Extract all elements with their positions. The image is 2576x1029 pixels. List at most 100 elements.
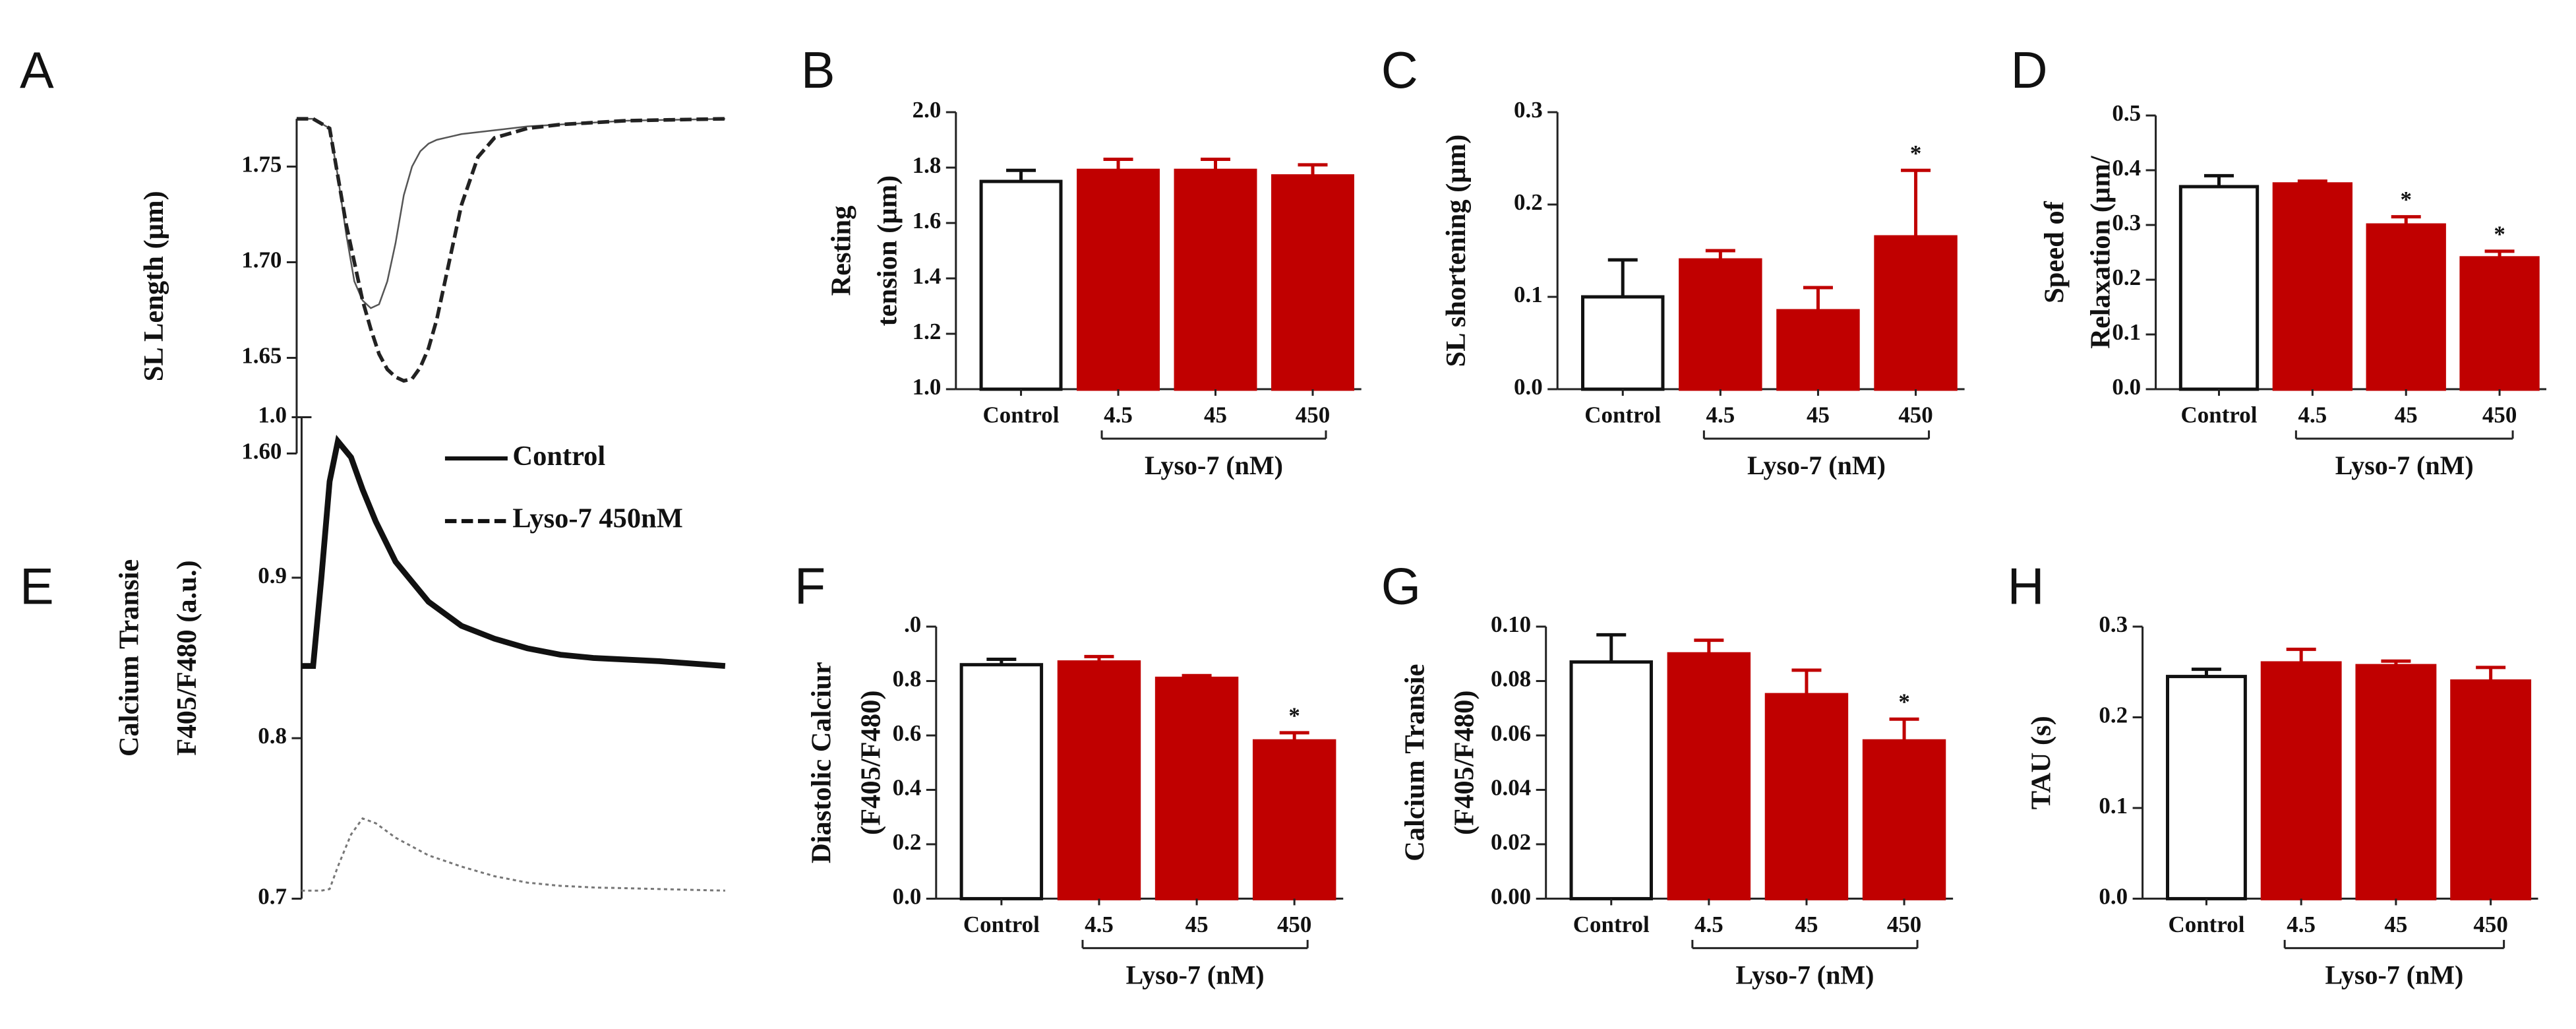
y-tick-label: 1.65 xyxy=(241,343,282,369)
bar xyxy=(1252,739,1336,900)
y-tick-label: 1.0 xyxy=(913,374,942,400)
y-tick-label: 0.02 xyxy=(1491,829,1531,855)
bar xyxy=(1154,676,1239,900)
y-tick-label: 0.8 xyxy=(258,723,287,749)
panel-letter: B xyxy=(801,42,835,99)
series-line xyxy=(301,817,725,892)
y-tick-label: 0.2 xyxy=(1514,189,1543,215)
y-tick-label: 0.1 xyxy=(2112,319,2141,345)
bar xyxy=(1776,309,1860,391)
significance-mark: * xyxy=(1288,702,1300,728)
x-tick-label: 45 xyxy=(1204,402,1227,428)
x-tick-label: 4.5 xyxy=(1104,402,1133,428)
bar xyxy=(1764,693,1849,900)
panel-letter: D xyxy=(2011,42,2048,99)
y-tick-label: 0.3 xyxy=(2099,611,2128,637)
y-tick-label: 0.4 xyxy=(893,774,922,800)
y-tick-label: 0.06 xyxy=(1491,720,1531,746)
significance-mark: * xyxy=(1910,140,1921,166)
x-axis-label: Lyso-7 (nM) xyxy=(2325,960,2463,990)
y-tick-label: 1.0 xyxy=(258,402,287,428)
y-tick-label: 0.2 xyxy=(2099,702,2128,728)
y-tick-label: 1.2 xyxy=(913,319,942,344)
x-axis-label: Lyso-7 (nM) xyxy=(1747,451,1886,480)
legend-label: Lyso-7 450nM xyxy=(512,503,682,534)
x-tick-label: 4.5 xyxy=(2287,912,2316,937)
y-axis-label: Calcium Transie xyxy=(114,559,145,757)
bar xyxy=(1271,174,1354,391)
x-tick-label: Control xyxy=(1584,402,1661,428)
y-tick-label: 1.8 xyxy=(913,152,942,178)
series-line xyxy=(296,117,725,309)
y-tick-label: 0.6 xyxy=(893,720,922,746)
x-tick-label: Control xyxy=(2168,912,2244,937)
significance-mark: * xyxy=(2400,187,2412,212)
bar xyxy=(2260,661,2342,900)
y-axis-label: (F405/F480) xyxy=(1449,690,1480,834)
y-tick-label: 1.60 xyxy=(241,439,282,464)
y-tick-label: 0.2 xyxy=(893,829,922,855)
panel-letter: F xyxy=(794,558,825,615)
y-tick-label: 0.0 xyxy=(1514,374,1543,400)
y-tick-label: 0.3 xyxy=(2112,210,2141,235)
significance-mark: * xyxy=(1898,689,1910,715)
y-tick-label: 1.4 xyxy=(913,263,942,289)
y-axis-label: TAU (s) xyxy=(2025,716,2056,809)
y-tick-label: 0.04 xyxy=(1491,774,1531,800)
x-axis-label: Lyso-7 (nM) xyxy=(1736,960,1874,990)
x-tick-label: 450 xyxy=(1887,912,1921,937)
y-tick-label: 0.08 xyxy=(1491,666,1531,691)
bar xyxy=(1174,168,1257,391)
panel-letter: A xyxy=(20,42,54,99)
y-axis-label: SL Length (µm) xyxy=(138,191,169,381)
bar xyxy=(1862,739,1946,900)
y-tick-label: 0.00 xyxy=(1491,883,1531,909)
x-axis-label: Lyso-7 (nM) xyxy=(2335,451,2474,480)
x-tick-label: Control xyxy=(983,402,1060,428)
x-tick-label: Control xyxy=(2181,402,2258,428)
x-tick-label: 4.5 xyxy=(1085,912,1114,937)
bar xyxy=(979,179,1063,391)
x-tick-label: 450 xyxy=(1277,912,1311,937)
bar xyxy=(1679,258,1762,391)
y-tick-label: 1.70 xyxy=(241,247,282,273)
y-tick-label: 0.0 xyxy=(2099,883,2128,909)
x-tick-label: 4.5 xyxy=(1706,402,1735,428)
x-tick-label: Control xyxy=(963,912,1040,937)
y-axis-label: Speed of xyxy=(2039,201,2070,303)
significance-mark: * xyxy=(2494,221,2505,247)
y-tick-label: 0.8 xyxy=(893,666,922,691)
y-axis-label: Resting xyxy=(826,206,857,296)
y-tick-label: 0.0 xyxy=(2112,374,2141,400)
x-tick-label: 450 xyxy=(2482,402,2517,428)
y-tick-label: 0.2 xyxy=(2112,265,2141,290)
bar xyxy=(1667,652,1751,900)
y-axis-label: Calcium Transie xyxy=(1399,664,1430,861)
bar xyxy=(2355,664,2437,900)
series-line xyxy=(296,117,725,383)
panel-letter: H xyxy=(2008,558,2045,615)
bar xyxy=(2166,675,2247,900)
panel-letter: C xyxy=(1381,42,1418,99)
x-axis-label: Lyso-7 (nM) xyxy=(1145,451,1283,480)
y-axis-label: tension (µm) xyxy=(872,175,903,327)
y-tick-label: 2.0 xyxy=(913,97,942,123)
y-tick-label: 0.4 xyxy=(2112,155,2141,181)
bar xyxy=(2459,256,2540,391)
x-tick-label: 45 xyxy=(2384,912,2407,937)
y-axis-label: SL shortening (µm) xyxy=(1441,135,1472,367)
y-axis-label: Diastolic Calciur xyxy=(806,662,837,863)
bar xyxy=(1874,235,1958,391)
x-tick-label: 45 xyxy=(1185,912,1209,937)
y-tick-label: 0.1 xyxy=(1514,282,1543,307)
bar xyxy=(2366,223,2446,391)
x-tick-label: 450 xyxy=(2473,912,2507,937)
x-tick-label: 450 xyxy=(1296,402,1330,428)
x-tick-label: Control xyxy=(1573,912,1650,937)
x-tick-label: 45 xyxy=(1795,912,1818,937)
y-tick-label: 0.1 xyxy=(2099,793,2128,819)
y-tick-label: 0.7 xyxy=(258,883,287,909)
series-line xyxy=(301,435,726,670)
bar xyxy=(1077,168,1160,391)
